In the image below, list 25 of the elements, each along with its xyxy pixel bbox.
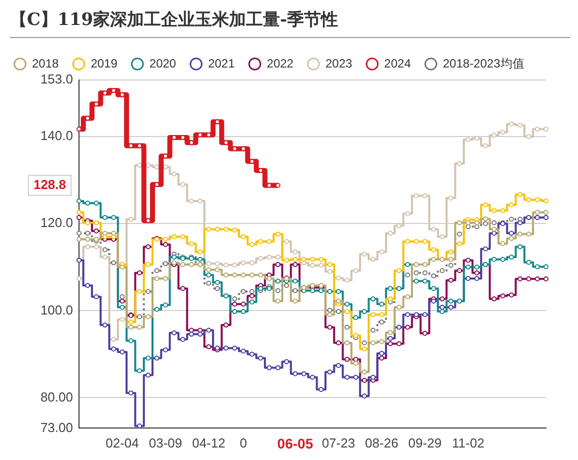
x-tick-label: 07-23 [322,436,356,451]
y-tick-label: 100.0 [40,302,73,318]
legend-label: 2019 [90,56,118,70]
legend-label: 2018-2023均值 [442,56,524,70]
legend-label: 2018 [32,56,60,70]
legend-label: 2024 [384,56,412,70]
legend-label: 2020 [149,56,176,70]
y-tick-label: 153.0 [40,72,73,87]
legend-label: 2022 [266,56,294,70]
x-tick-label: 03-09 [148,436,182,451]
y-tick-label: 73.00 [40,420,73,435]
x-tick-label: 04-12 [192,436,226,451]
y-tick-label: 140.0 [40,128,73,144]
x-tick-label: 0 [240,436,247,451]
legend-label: 2021 [208,56,236,70]
x-tick-label: 09-29 [408,436,442,451]
y-tick-label: 80.00 [40,389,73,404]
x-tick-label: 11-02 [452,436,484,451]
x-tick-label: 02-04 [106,436,139,451]
y-tick-label: 120.0 [40,215,73,230]
x-tick-label: 08-26 [365,436,398,451]
text: 128.8 [33,176,66,192]
chart-title: 【C】119家深加工企业玉米加工量-季节性 [10,9,340,31]
x-tick-label: 06-05 [277,435,314,452]
legend-label: 2023 [325,56,352,70]
